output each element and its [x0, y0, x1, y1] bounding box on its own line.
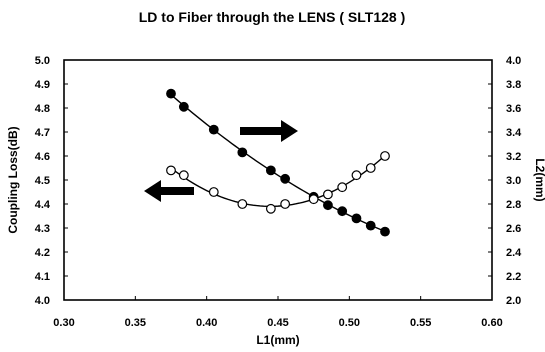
y2-tick-label: 3.8: [506, 79, 521, 91]
fit-curves: [170, 94, 386, 232]
open-data-point: [265, 203, 276, 214]
y2-tick-label: 3.2: [506, 151, 521, 163]
filled-data-point: [337, 206, 348, 217]
data-points: [166, 88, 390, 237]
x-tick-label: 0.55: [410, 317, 431, 329]
x-tick-label: 0.30: [53, 317, 74, 329]
x-tick-label: 0.40: [196, 317, 217, 329]
x-tick-label: 0.60: [481, 317, 502, 329]
y-tick-label: 4.2: [35, 247, 50, 259]
y-tick-label: 4.4: [35, 199, 51, 211]
y2-tick-label: 2.0: [506, 295, 521, 307]
y-axis-ticks: 4.0 4.1 4.2 4.3 4.4 4.5 4.6 4.7 4.8 4.9 5.0: [35, 55, 68, 307]
y2-tick-label: 3.4: [506, 127, 522, 139]
y2-axis-label: L2(mm): [533, 158, 545, 201]
open-data-point: [380, 151, 390, 161]
y2-tick-label: 4.0: [506, 55, 521, 67]
y-tick-label: 4.3: [35, 223, 50, 235]
y2-tick-label: 2.6: [506, 223, 521, 235]
y-tick-label: 4.0: [35, 295, 50, 307]
x-axis-label: L1(mm): [256, 333, 299, 347]
filled-data-point: [365, 220, 376, 231]
filled-data-point: [351, 213, 362, 224]
filled-data-point: [380, 226, 390, 237]
right-axis-arrow: [240, 120, 298, 142]
filled-data-point: [265, 165, 276, 176]
y2-tick-label: 3.0: [506, 175, 521, 187]
y-tick-label: 4.1: [35, 271, 50, 283]
open-data-point: [323, 189, 333, 200]
chart-title: LD to Fiber through the LENS ( SLT128 ): [139, 9, 406, 25]
filled-data-point: [237, 147, 248, 158]
plot-area: [63, 59, 493, 301]
axis-arrows: [144, 120, 298, 202]
y-axis-label: Coupling Loss(dB): [6, 126, 20, 233]
open-data-point: [208, 187, 219, 197]
y-tick-label: 4.8: [35, 103, 50, 115]
x-tick-label: 0.45: [267, 317, 288, 329]
y2-axis-ticks: 2.0 2.2 2.4 2.6 2.8 3.0 3.2 3.4 3.6 3.8 4.0: [488, 55, 522, 307]
y-tick-label: 4.6: [35, 151, 50, 163]
open-data-point: [178, 170, 189, 181]
open-data-point: [280, 199, 291, 209]
filled-data-point: [166, 88, 176, 99]
x-tick-label: 0.35: [125, 317, 146, 329]
filled-data-point: [208, 124, 219, 135]
open-data-point: [166, 165, 176, 176]
fit-curve: [170, 94, 386, 232]
open-data-point: [237, 199, 248, 209]
x-axis-ticks: 0.30 0.35 0.40 0.45 0.50 0.55 0.60: [53, 296, 503, 329]
left-axis-arrow: [144, 180, 194, 202]
y-tick-label: 4.5: [35, 175, 50, 187]
y-tick-label: 5.0: [35, 55, 50, 67]
open-data-point: [351, 170, 362, 181]
x-tick-label: 0.50: [339, 317, 360, 329]
filled-data-point: [280, 173, 291, 184]
open-data-point: [308, 194, 319, 205]
open-data-point: [337, 182, 348, 193]
y2-tick-label: 3.6: [506, 103, 521, 115]
y2-tick-label: 2.2: [506, 271, 521, 283]
open-data-point: [365, 163, 376, 173]
y2-tick-label: 2.8: [506, 199, 521, 211]
y-tick-label: 4.9: [35, 79, 50, 91]
y2-tick-label: 2.4: [506, 247, 522, 259]
fit-curve: [170, 155, 386, 208]
filled-data-point: [323, 200, 333, 211]
filled-data-point: [178, 101, 189, 112]
y-tick-label: 4.7: [35, 127, 50, 139]
